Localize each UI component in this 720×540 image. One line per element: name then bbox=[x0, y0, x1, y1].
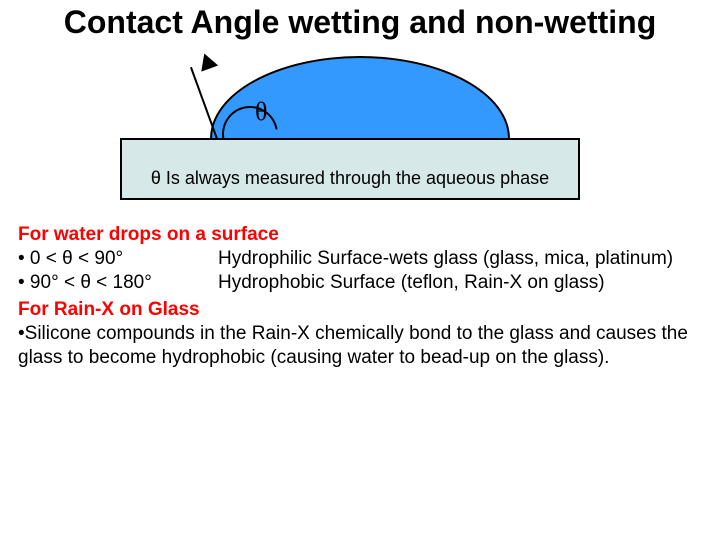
rainx-section-heading: For Rain-X on Glass bbox=[18, 298, 702, 322]
hydrophilic-desc: Hydrophilic Surface-wets glass (glass, m… bbox=[218, 247, 702, 271]
hydrophobic-desc: Hydrophobic Surface (teflon, Rain-X on g… bbox=[218, 271, 702, 295]
angle-line bbox=[190, 67, 218, 139]
hydrophilic-range: • 0 < θ < 90° bbox=[18, 247, 218, 271]
page-title: Contact Angle wetting and non-wetting bbox=[0, 0, 720, 41]
theta-symbol: θ bbox=[255, 97, 267, 127]
surface-note-text: θ Is always measured through the aqueous… bbox=[140, 168, 560, 189]
water-section-heading: For water drops on a surface bbox=[18, 223, 702, 247]
content-body: For water drops on a surface • 0 < θ < 9… bbox=[0, 223, 720, 371]
hydrophilic-row: • 0 < θ < 90° Hydrophilic Surface-wets g… bbox=[18, 247, 702, 271]
rainx-bullet: •Silicone compounds in the Rain-X chemic… bbox=[18, 322, 702, 371]
angle-arrow-icon bbox=[196, 50, 218, 71]
hydrophobic-row: • 90° < θ < 180° Hydrophobic Surface (te… bbox=[18, 271, 702, 295]
rainx-text: Silicone compounds in the Rain-X chemica… bbox=[18, 323, 688, 368]
contact-angle-diagram: θ Is always measured through the aqueous… bbox=[0, 41, 720, 221]
hydrophobic-range: • 90° < θ < 180° bbox=[18, 271, 218, 295]
